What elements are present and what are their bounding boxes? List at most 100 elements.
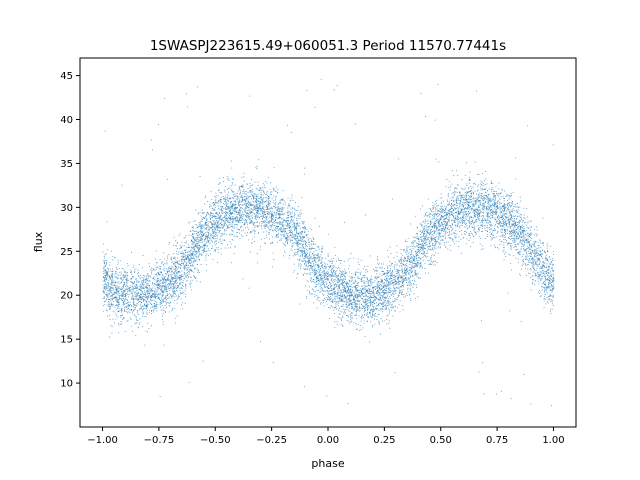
data-point [403,271,405,273]
data-point [211,215,213,217]
data-point [206,242,208,243]
data-point [393,300,395,302]
data-point [553,278,555,280]
data-point [251,211,253,213]
data-point [465,197,467,199]
data-point [216,229,218,231]
data-point [380,333,381,335]
data-point [258,232,259,234]
data-point [134,315,136,316]
data-point [252,203,254,205]
data-point [426,234,427,236]
data-point [239,238,241,239]
data-point [277,229,279,231]
data-point [367,265,369,267]
data-point [313,272,315,273]
data-point [162,283,164,285]
data-point [286,224,288,226]
data-point [540,276,542,278]
data-point [323,294,325,296]
data-point [499,209,501,211]
data-point [544,281,546,283]
data-point [311,239,312,241]
data-point [475,219,477,220]
data-point [448,211,450,212]
data-point [287,236,289,238]
data-point [107,274,109,276]
data-point [434,223,436,225]
data-point [404,258,406,260]
data-point [217,249,219,250]
data-point [240,209,242,211]
data-point [502,226,504,228]
data-point [276,231,278,232]
data-point [163,301,164,303]
data-point [176,248,178,249]
data-point [524,222,526,223]
data-point [267,206,269,208]
data-point [151,295,153,297]
data-point [465,199,467,201]
data-point [278,203,280,205]
data-point [196,245,197,247]
data-point [284,220,285,222]
data-point [347,286,349,288]
data-point [433,223,435,225]
data-point [193,259,195,261]
data-point [499,244,501,246]
data-point [464,233,466,235]
data-point [192,238,194,240]
data-point [172,288,174,290]
data-point [391,300,393,302]
data-point [457,217,459,219]
data-point [351,304,353,306]
data-point [137,292,139,294]
data-point [447,241,449,243]
data-point [227,247,229,249]
data-point [367,284,369,286]
data-point [311,288,313,290]
data-point [310,258,312,260]
data-point [112,304,114,305]
data-point [379,290,381,291]
data-point [323,275,325,277]
data-point [166,291,167,293]
data-point [536,261,538,263]
data-point [242,191,244,193]
data-point [348,286,350,287]
data-point [465,217,467,219]
data-point [442,235,444,237]
data-point [137,295,139,297]
data-point [318,267,319,269]
data-point [162,315,163,317]
data-point [457,184,459,186]
data-point [217,230,219,231]
data-point [147,331,149,333]
data-point [552,277,554,279]
data-point [448,187,450,189]
data-point [422,246,424,248]
data-point [221,233,223,235]
data-point [317,253,319,255]
data-point [547,278,548,280]
data-point [482,182,484,184]
data-point [514,218,515,219]
data-point [545,294,547,296]
data-point [325,278,327,280]
data-point [190,258,191,260]
data-point [368,289,370,290]
data-point [288,227,290,229]
data-point [418,252,420,254]
data-point [252,193,254,195]
data-point [312,264,314,266]
data-point [484,180,485,182]
data-point [390,306,392,308]
data-point [161,276,163,278]
data-point [552,300,553,302]
data-point [267,222,269,224]
data-point [501,216,502,218]
data-point [500,225,502,227]
data-point [212,215,214,217]
data-point [392,315,394,317]
data-point [492,198,494,200]
